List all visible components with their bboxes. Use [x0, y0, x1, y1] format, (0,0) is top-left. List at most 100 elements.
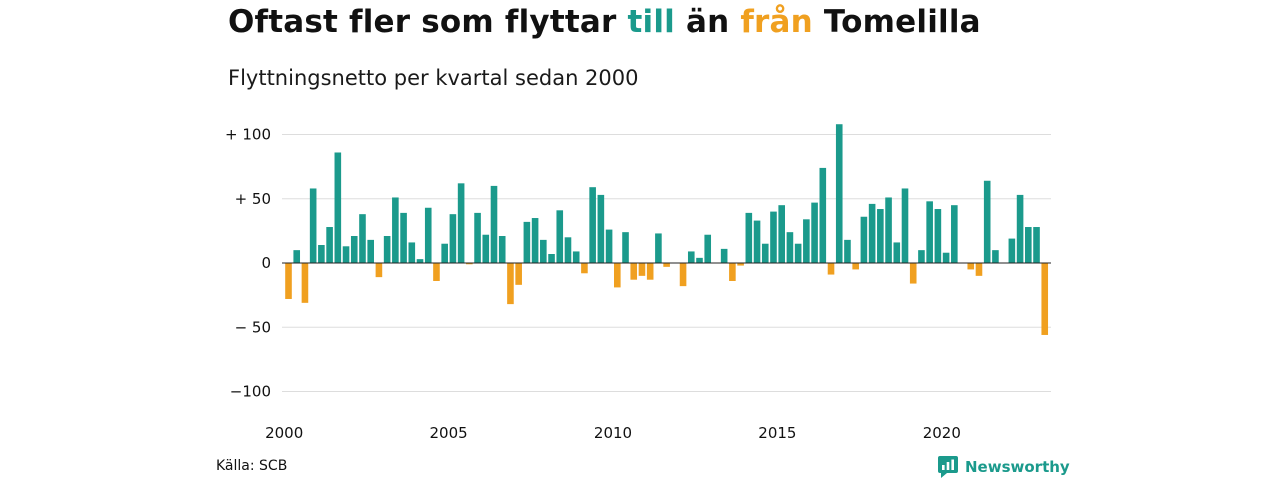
- bar: [581, 263, 588, 274]
- y-tick-label: − 50: [235, 318, 271, 336]
- bar: [918, 250, 925, 263]
- source-note: Källa: SCB: [216, 458, 288, 474]
- brand-name: Newsworthy: [965, 458, 1070, 476]
- y-tick-label: + 100: [225, 126, 271, 144]
- bar: [877, 209, 884, 263]
- bar: [424, 207, 432, 263]
- bar: [975, 263, 983, 276]
- bar: [482, 234, 490, 263]
- bar: [572, 251, 580, 263]
- bar: [334, 152, 342, 263]
- bar: [597, 194, 605, 263]
- bar: [515, 263, 522, 285]
- bar: [383, 236, 391, 263]
- bar: [433, 263, 440, 281]
- bar: [646, 263, 654, 280]
- bar: [531, 218, 539, 263]
- bar: [367, 239, 374, 263]
- bar: [375, 263, 383, 278]
- bar: [441, 243, 448, 263]
- x-tick-label: 2015: [758, 424, 796, 442]
- bar: [589, 187, 596, 263]
- bar: [466, 263, 473, 265]
- bar: [1033, 227, 1040, 263]
- bar: [761, 243, 769, 263]
- x-axis: 2000 2005 2010 2015 2020: [265, 424, 961, 442]
- x-tick-label: 2020: [923, 424, 961, 442]
- y-tick-label: −100: [230, 383, 271, 401]
- title-part-1: Oftast fler som flyttar: [228, 4, 628, 40]
- x-tick-label: 2010: [594, 424, 632, 442]
- bar: [507, 263, 514, 305]
- chart-subtitle: Flyttningsnetto per kvartal sedan 2000: [228, 66, 639, 90]
- bar: [655, 233, 662, 263]
- bar: [745, 212, 753, 263]
- bar: [934, 209, 942, 263]
- bar: [720, 248, 728, 263]
- bar: [687, 251, 695, 263]
- bar: [293, 250, 301, 263]
- bar: [408, 242, 416, 263]
- bar: [1008, 238, 1016, 263]
- bar: [556, 210, 564, 263]
- bar: [679, 263, 687, 287]
- bar: [926, 201, 933, 263]
- bar: [1041, 263, 1049, 335]
- bar: [696, 257, 703, 263]
- bar: [885, 197, 892, 263]
- bar: [893, 242, 901, 263]
- chart-title: Oftast fler som flyttar till än från Tom…: [228, 4, 981, 40]
- bar: [630, 263, 638, 280]
- bar: [638, 263, 646, 276]
- bar: [811, 202, 818, 263]
- bar: [729, 263, 736, 281]
- bar: [523, 221, 531, 263]
- bar: [350, 236, 358, 263]
- bar: [416, 259, 424, 263]
- bar: [844, 239, 851, 263]
- bar: [1016, 194, 1024, 263]
- bar: [474, 212, 481, 263]
- bar: [737, 263, 744, 266]
- x-tick-label: 2000: [265, 424, 303, 442]
- bar: [663, 263, 670, 267]
- bar: [794, 243, 802, 263]
- bar: [819, 167, 827, 263]
- bar: [786, 232, 794, 263]
- bar: [827, 263, 835, 275]
- bar: [309, 188, 317, 263]
- title-till: till: [627, 4, 675, 40]
- y-tick-label: + 50: [235, 190, 271, 208]
- bar: [983, 180, 991, 263]
- y-axis: + 100 + 50 0 − 50 −100: [225, 126, 271, 401]
- bar: [540, 239, 547, 263]
- bar: [992, 250, 999, 263]
- bar: [614, 263, 621, 288]
- title-fran: från: [740, 4, 813, 40]
- title-part-2: än: [674, 4, 741, 40]
- bar: [909, 263, 917, 284]
- bar: [942, 252, 950, 263]
- bar: [770, 211, 777, 263]
- bar: [704, 234, 712, 263]
- bar: [392, 197, 399, 263]
- x-tick-label: 2005: [430, 424, 468, 442]
- newsworthy-logo-icon: [938, 456, 958, 478]
- bar: [951, 205, 958, 263]
- brand-logo[interactable]: Newsworthy: [938, 456, 1070, 478]
- bars: [285, 124, 1049, 335]
- bar: [318, 245, 325, 263]
- bar: [498, 236, 506, 263]
- bar: [490, 185, 498, 263]
- bar: [605, 229, 613, 263]
- bar: [622, 232, 629, 263]
- bar: [326, 227, 333, 263]
- bar: [457, 183, 465, 263]
- bar: [835, 124, 843, 263]
- gridlines: [282, 134, 1051, 392]
- bar: [803, 219, 810, 263]
- bar: [852, 263, 859, 270]
- y-tick-label: 0: [261, 254, 271, 272]
- bar: [860, 216, 868, 263]
- bar: [967, 263, 975, 270]
